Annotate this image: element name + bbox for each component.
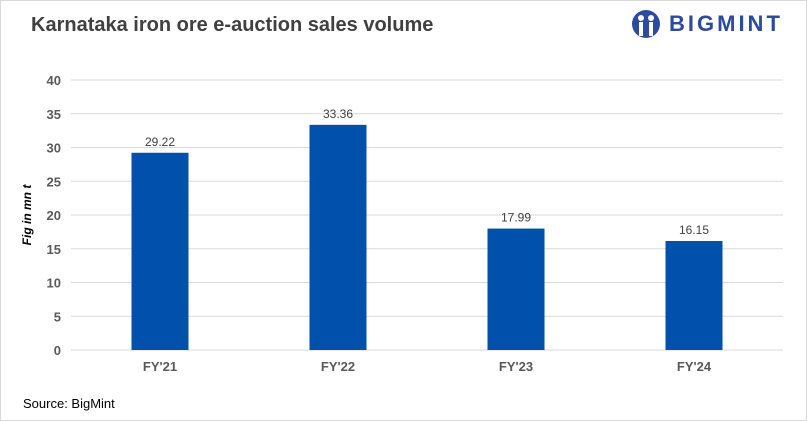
y-tick-label: 25 <box>47 174 61 189</box>
x-tick-label: FY'24 <box>677 359 712 374</box>
bigmint-logo-text: BIGMINT <box>669 11 783 36</box>
data-label: 29.22 <box>145 135 175 149</box>
bar <box>131 152 189 350</box>
data-label: 33.36 <box>323 107 353 121</box>
y-tick-label: 10 <box>47 276 61 291</box>
bar <box>309 124 367 350</box>
bar <box>487 228 545 350</box>
y-tick-label: 40 <box>47 73 61 88</box>
bar <box>665 240 723 350</box>
data-label: 17.99 <box>501 211 531 225</box>
bigmint-logo: BIGMINT <box>631 9 783 39</box>
x-tick-label: FY'22 <box>321 359 355 374</box>
y-tick-label: 5 <box>54 309 61 324</box>
bigmint-logo-icon <box>632 10 660 38</box>
y-tick-label: 15 <box>47 242 61 257</box>
data-label: 16.15 <box>679 223 709 237</box>
chart-title: Karnataka iron ore e-auction sales volum… <box>31 14 434 36</box>
x-tick-label: FY'21 <box>143 359 177 374</box>
y-tick-label: 35 <box>47 107 61 122</box>
source-note: Source: BigMint <box>23 396 115 411</box>
y-tick-label: 0 <box>54 343 61 358</box>
y-tick-label: 30 <box>47 141 61 156</box>
y-axis-label: Fig in mn t <box>20 184 34 246</box>
x-tick-label: FY'23 <box>499 359 533 374</box>
y-tick-label: 20 <box>47 208 61 223</box>
